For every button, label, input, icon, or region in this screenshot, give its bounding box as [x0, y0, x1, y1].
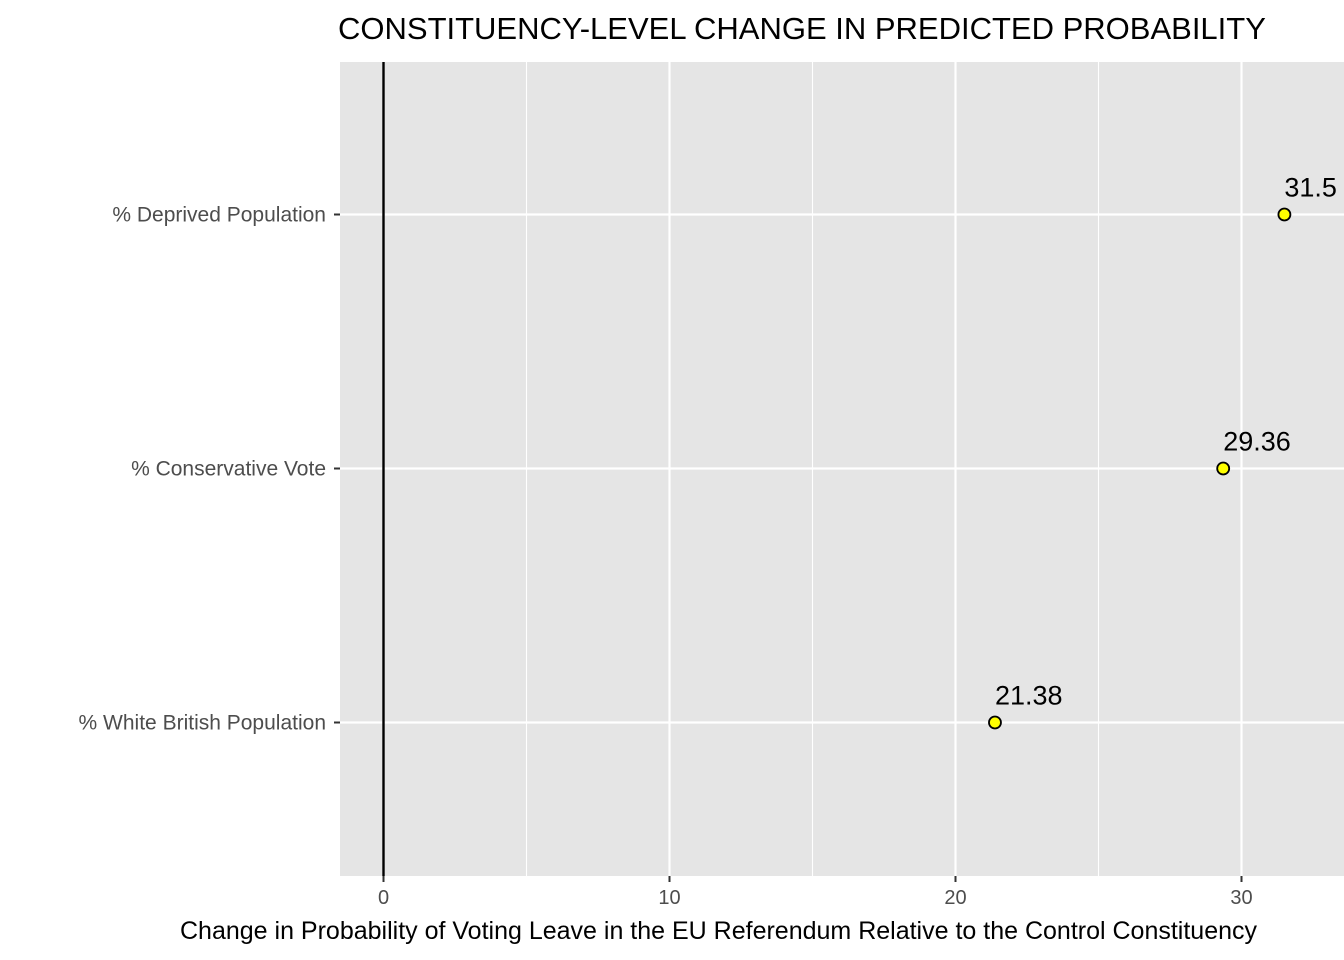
- data-point: [1216, 461, 1231, 476]
- chart-title: CONSTITUENCY-LEVEL CHANGE IN PREDICTED P…: [338, 11, 1266, 46]
- x-axis: 0 10 20 30: [378, 876, 1253, 909]
- data-labels: 31.5 29.36 21.38: [995, 173, 1337, 711]
- y-category-label: % Deprived Population: [112, 204, 326, 227]
- y-category-label: % White British Population: [79, 712, 326, 735]
- y-axis: % Deprived Population % Conservative Vote…: [79, 204, 340, 735]
- x-tick-label: 0: [378, 887, 389, 909]
- data-value-label: 31.5: [1284, 173, 1337, 203]
- data-points: [988, 207, 1292, 730]
- y-category-label: % Conservative Vote: [131, 458, 326, 481]
- x-axis-title: Change in Probability of Voting Leave in…: [180, 917, 1258, 945]
- data-value-label: 21.38: [995, 681, 1063, 711]
- x-tick-label: 20: [944, 887, 966, 909]
- data-point: [988, 715, 1002, 730]
- major-gridlines-y: [340, 213, 1344, 724]
- x-tick-label: 30: [1230, 887, 1252, 909]
- data-value-label: 29.36: [1223, 427, 1291, 457]
- x-tick-label: 10: [658, 887, 680, 909]
- data-point: [1277, 207, 1292, 222]
